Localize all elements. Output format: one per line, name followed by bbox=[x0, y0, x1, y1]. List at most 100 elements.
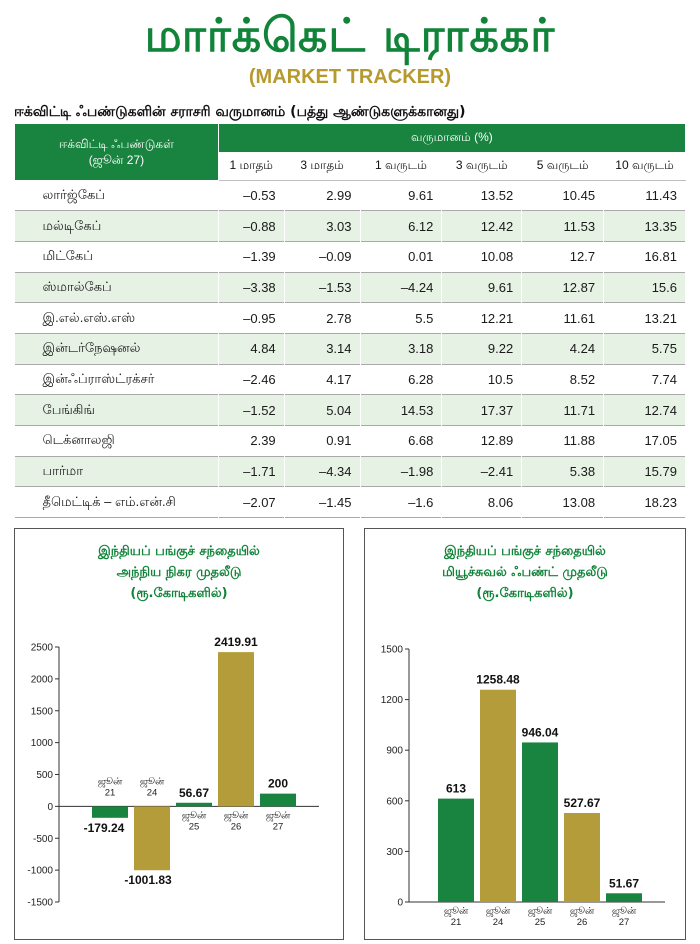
return-value: –2.46 bbox=[217, 364, 285, 395]
fund-name: தீமெட்டிக் – எம்.என்.சி bbox=[14, 486, 219, 518]
return-value: 9.22 bbox=[441, 333, 523, 365]
return-value: –4.34 bbox=[283, 456, 361, 487]
table-row: லார்ஜ்கேப் –0.53 2.99 9.61 13.52 10.45 11.43 bbox=[14, 180, 686, 211]
fii-chart-title-line2: அந்நிய நிகர முதலீடு bbox=[116, 565, 242, 580]
value-label: 51.67 bbox=[609, 876, 639, 890]
mf-bar-chart: 030060090012001500613ஜூன்211258.48ஜூன்24… bbox=[381, 645, 665, 928]
return-value: 8.06 bbox=[441, 486, 523, 518]
return-value: –0.53 bbox=[217, 180, 285, 211]
table-row: தீமெட்டிக் – எம்.என்.சி –2.07 –1.45 –1.6 8.0… bbox=[14, 486, 686, 518]
return-value: –0.95 bbox=[217, 302, 285, 334]
bar bbox=[522, 742, 558, 902]
period-header: 1 வருடம் bbox=[359, 152, 443, 181]
period-header: 3 மாதம் bbox=[283, 152, 361, 181]
y-tick-label: 1500 bbox=[31, 706, 54, 717]
fii-chart-title: இந்தியப் பங்குச் சந்தையில் அந்நிய நிகர ம… bbox=[15, 541, 343, 604]
table-row: இன்டர்நேஷனல் 4.84 3.14 3.18 9.22 4.24 5.75 bbox=[14, 333, 686, 365]
returns-table: ஈக்விட்டி ஃபண்டுகள் (ஜூன் 27) வருமானம் (… bbox=[14, 124, 687, 518]
value-label: -1001.83 bbox=[124, 873, 172, 887]
return-value: 11.61 bbox=[521, 302, 605, 334]
fund-name: மல்டிகேப் bbox=[14, 210, 219, 242]
y-tick-label: -500 bbox=[33, 834, 53, 845]
return-value: 17.05 bbox=[603, 425, 686, 457]
y-tick-label: 0 bbox=[397, 898, 403, 909]
category-label-day: 24 bbox=[493, 917, 504, 928]
value-label: 613 bbox=[446, 782, 466, 796]
mf-chart-title: இந்தியப் பங்குச் சந்தையில் மியூச்சுவல் ஃ… bbox=[365, 541, 685, 604]
return-value: 3.03 bbox=[283, 210, 361, 242]
value-label: 946.04 bbox=[522, 725, 559, 739]
return-value: –1.6 bbox=[359, 486, 443, 518]
fund-column-header: ஈக்விட்டி ஃபண்டுகள் (ஜூன் 27) bbox=[14, 124, 219, 180]
return-value: 7.74 bbox=[603, 364, 686, 395]
y-tick-label: -1500 bbox=[27, 898, 53, 909]
value-label: 2419.91 bbox=[214, 635, 258, 649]
return-value: 5.75 bbox=[603, 333, 686, 365]
return-value: –1.52 bbox=[217, 394, 285, 426]
table-row: இன்ஃப்ராஸ்ட்ரக்சர் –2.46 4.17 6.28 10.5 8.52 7… bbox=[14, 364, 686, 395]
return-value: 5.04 bbox=[283, 394, 361, 426]
category-label-month: ஜூன் bbox=[570, 906, 595, 917]
fund-name: இன்ஃப்ராஸ்ட்ரக்சர் bbox=[14, 364, 219, 395]
return-value: –0.88 bbox=[217, 210, 285, 242]
fund-name: மிட்கேப் bbox=[14, 241, 219, 273]
value-label: 56.67 bbox=[179, 786, 209, 800]
return-value: 10.08 bbox=[441, 241, 523, 273]
return-value: 5.38 bbox=[521, 456, 605, 487]
fund-header-line2: (ஜூன் 27) bbox=[88, 153, 145, 167]
return-value: 9.61 bbox=[441, 272, 523, 303]
category-label-day: 26 bbox=[577, 917, 588, 928]
return-value: 13.21 bbox=[603, 302, 686, 334]
category-label-day: 27 bbox=[273, 821, 284, 832]
period-header: 10 வருடம் bbox=[603, 152, 686, 181]
category-label-month: ஜூன் bbox=[612, 906, 637, 917]
y-tick-label: 900 bbox=[386, 746, 403, 757]
return-value: 5.5 bbox=[359, 302, 443, 334]
return-value: 15.79 bbox=[603, 456, 686, 487]
return-value: –1.71 bbox=[217, 456, 285, 487]
return-value: 3.14 bbox=[283, 333, 361, 365]
table-row: மல்டிகேப் –0.88 3.03 6.12 12.42 11.53 13.35 bbox=[14, 210, 686, 242]
category-label-day: 25 bbox=[535, 917, 546, 928]
category-label-day: 21 bbox=[105, 787, 116, 798]
value-label: 200 bbox=[268, 777, 288, 791]
bar bbox=[218, 652, 254, 807]
return-value: 9.61 bbox=[359, 180, 443, 211]
y-tick-label: 2500 bbox=[31, 643, 54, 654]
y-tick-label: 600 bbox=[386, 796, 403, 807]
table-row: ஸ்மால்கேப் –3.38 –1.53 –4.24 9.61 12.87 15.6 bbox=[14, 272, 686, 303]
return-value: 13.08 bbox=[521, 486, 605, 518]
value-label: 1258.48 bbox=[476, 673, 520, 687]
bar bbox=[134, 806, 170, 871]
fund-name: இ.எல்.எஸ்.எஸ் bbox=[14, 302, 219, 334]
fund-name: லார்ஜ்கேப் bbox=[14, 180, 219, 211]
returns-header: வருமானம் (%) bbox=[217, 124, 687, 152]
return-value: 2.78 bbox=[283, 302, 361, 334]
page-subtitle: (MARKET TRACKER) bbox=[248, 66, 452, 88]
return-value: 12.7 bbox=[521, 241, 605, 273]
return-value: –1.53 bbox=[283, 272, 361, 303]
return-value: 2.39 bbox=[217, 425, 285, 457]
y-tick-label: 2000 bbox=[31, 674, 54, 685]
category-label-month: ஜூன் bbox=[528, 906, 553, 917]
category-label-month: ஜூன் bbox=[182, 810, 207, 821]
return-value: 10.45 bbox=[521, 180, 605, 211]
mf-chart-panel: இந்தியப் பங்குச் சந்தையில் மியூச்சுவல் ஃ… bbox=[364, 528, 686, 940]
return-value: –2.41 bbox=[441, 456, 523, 487]
category-label-day: 27 bbox=[619, 917, 630, 928]
mf-chart-title-line1: இந்தியப் பங்குச் சந்தையில் bbox=[444, 544, 606, 559]
period-header: 5 வருடம் bbox=[521, 152, 605, 181]
return-value: 10.5 bbox=[441, 364, 523, 395]
return-value: 14.53 bbox=[359, 394, 443, 426]
fund-name: பேங்கிங் bbox=[14, 394, 219, 426]
fund-name: பார்மா bbox=[14, 456, 219, 487]
category-label-day: 21 bbox=[451, 917, 462, 928]
bar bbox=[438, 798, 474, 902]
return-value: 13.52 bbox=[441, 180, 523, 211]
fund-name: ஸ்மால்கேப் bbox=[14, 272, 219, 303]
return-value: 11.43 bbox=[603, 180, 686, 211]
fund-name: டெக்னாலஜி bbox=[14, 425, 219, 457]
category-label-day: 25 bbox=[189, 821, 200, 832]
y-tick-label: 500 bbox=[36, 770, 53, 781]
return-value: 12.42 bbox=[441, 210, 523, 242]
